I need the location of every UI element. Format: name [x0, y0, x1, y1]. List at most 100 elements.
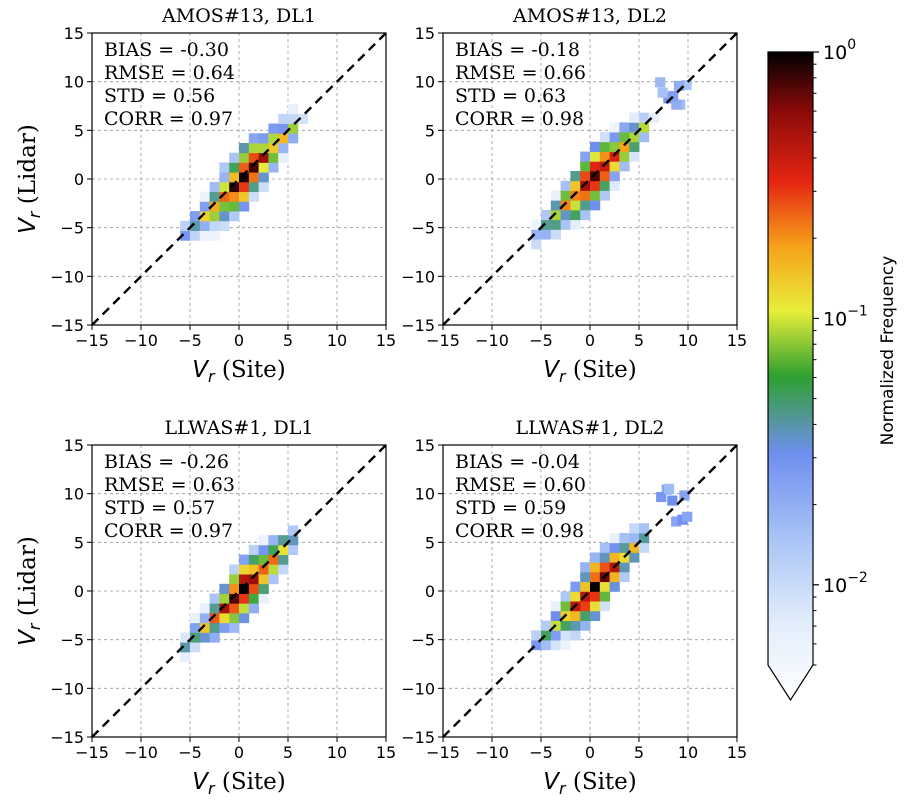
- y-axis-text: (Lidar): [15, 124, 41, 211]
- density-cell: [531, 229, 542, 240]
- density-cell: [560, 640, 571, 651]
- y-axis-var: V: [15, 628, 41, 646]
- colorbar-label: Normalized Frequency: [878, 256, 898, 446]
- density-cell: [590, 200, 601, 211]
- density-cell: [268, 123, 279, 134]
- density-cell: [580, 151, 591, 162]
- density-cell: [268, 152, 279, 163]
- density-cell: [190, 622, 201, 633]
- density-cell: [550, 219, 561, 230]
- density-cell: [288, 525, 299, 536]
- density-cell: [229, 622, 240, 633]
- density-cell: [655, 77, 666, 88]
- density-cell: [258, 574, 269, 585]
- density-cell: [229, 593, 240, 604]
- density-cell: [531, 630, 542, 641]
- stat-line: BIAS = -0.26: [104, 451, 229, 473]
- density-cell: [590, 161, 601, 172]
- density-cell: [550, 229, 561, 240]
- y-tick-label: −10: [50, 679, 84, 698]
- density-cell: [541, 630, 552, 641]
- density-cell: [229, 162, 240, 173]
- density-cell: [560, 190, 571, 201]
- x-tick-label: −15: [75, 743, 109, 762]
- density-cell: [278, 544, 289, 555]
- x-tick-label: 10: [678, 743, 698, 762]
- density-cell: [629, 122, 640, 133]
- density-cell: [590, 180, 601, 191]
- x-axis-var: V: [543, 769, 561, 795]
- density-cell: [619, 562, 630, 573]
- x-tick-label: 0: [234, 331, 244, 350]
- y-tick-label: −5: [60, 219, 84, 238]
- y-tick-label: 0: [425, 170, 435, 189]
- x-tick-label: −10: [124, 331, 158, 350]
- density-cell: [550, 209, 561, 221]
- panel-title: LLWAS#1, DL1: [165, 417, 314, 439]
- density-cell: [656, 491, 667, 503]
- density-cell: [239, 172, 250, 183]
- colorbar-tick-exp: −2: [847, 570, 868, 586]
- x-tick-label: −10: [124, 743, 158, 762]
- density-cell: [278, 133, 289, 144]
- stat-line: BIAS = -0.30: [104, 39, 229, 61]
- x-axis-sub: r: [559, 367, 567, 386]
- x-tick-label: 5: [634, 331, 644, 350]
- y-tick-label: −10: [50, 267, 84, 286]
- x-tick-label: −5: [178, 743, 202, 762]
- density-cell: [278, 535, 289, 546]
- density-cell: [599, 141, 610, 152]
- density-cell: [258, 133, 269, 144]
- density-cell: [570, 200, 581, 211]
- y-tick-label: −15: [401, 316, 435, 335]
- density-cell: [580, 571, 591, 583]
- density-cell: [570, 180, 581, 191]
- x-axis-text: (Site): [215, 357, 286, 383]
- x-axis-text: (Site): [566, 769, 637, 795]
- x-tick-label: −5: [529, 743, 553, 762]
- one-to-one-line: [91, 32, 387, 326]
- scatter-density-panel-3: −15−15 −10 −10 −5 −5 0 0 5 5 10 10 15 15 LLWAS#1, DL1…: [15, 417, 396, 798]
- scatter-density-panel-1: −15−15 −10 −10 −5 −5 0 0 5 5 10 10 15 15 AMOS#13, DL1…: [15, 5, 396, 386]
- density-cell: [268, 564, 279, 575]
- x-axis-label: Vr (Site): [543, 769, 637, 798]
- one-to-one-line: [91, 444, 387, 738]
- density-cell: [239, 152, 250, 163]
- density-cell: [667, 495, 678, 506]
- density-cell: [219, 220, 230, 231]
- density-cell: [229, 152, 240, 163]
- density-cell: [580, 161, 591, 172]
- density-cell: [619, 141, 630, 152]
- y-tick-label: 5: [425, 533, 435, 552]
- density-cell: [190, 211, 201, 222]
- density-cell: [239, 593, 250, 604]
- stat-line: STD = 0.57: [104, 497, 215, 519]
- density-cell: [590, 610, 601, 621]
- density-cell: [570, 610, 581, 621]
- x-axis-label: Vr (Site): [192, 357, 286, 386]
- density-cell: [671, 516, 682, 527]
- density-cell: [599, 581, 610, 592]
- density-cell: [258, 181, 269, 193]
- density-cell: [209, 612, 220, 624]
- density-cell: [590, 552, 601, 563]
- density-cell: [599, 591, 610, 602]
- density-cell: [590, 562, 601, 573]
- y-tick-label: 15: [64, 24, 84, 43]
- density-cell: [609, 532, 620, 544]
- density-cell: [609, 571, 620, 583]
- density-cell: [560, 219, 571, 230]
- stat-line: CORR = 0.98: [455, 108, 584, 130]
- panel-title: AMOS#13, DL2: [512, 5, 667, 27]
- density-cell: [199, 603, 210, 614]
- density-cell: [219, 622, 230, 633]
- density-cell: [599, 171, 610, 182]
- density-cell: [609, 552, 620, 563]
- density-cell: [239, 612, 250, 624]
- density-cell: [531, 219, 542, 230]
- y-tick-label: 5: [74, 533, 84, 552]
- y-axis-sub: r: [25, 622, 44, 630]
- density-cell: [248, 583, 259, 594]
- density-cell: [619, 132, 630, 143]
- density-cell: [619, 151, 630, 162]
